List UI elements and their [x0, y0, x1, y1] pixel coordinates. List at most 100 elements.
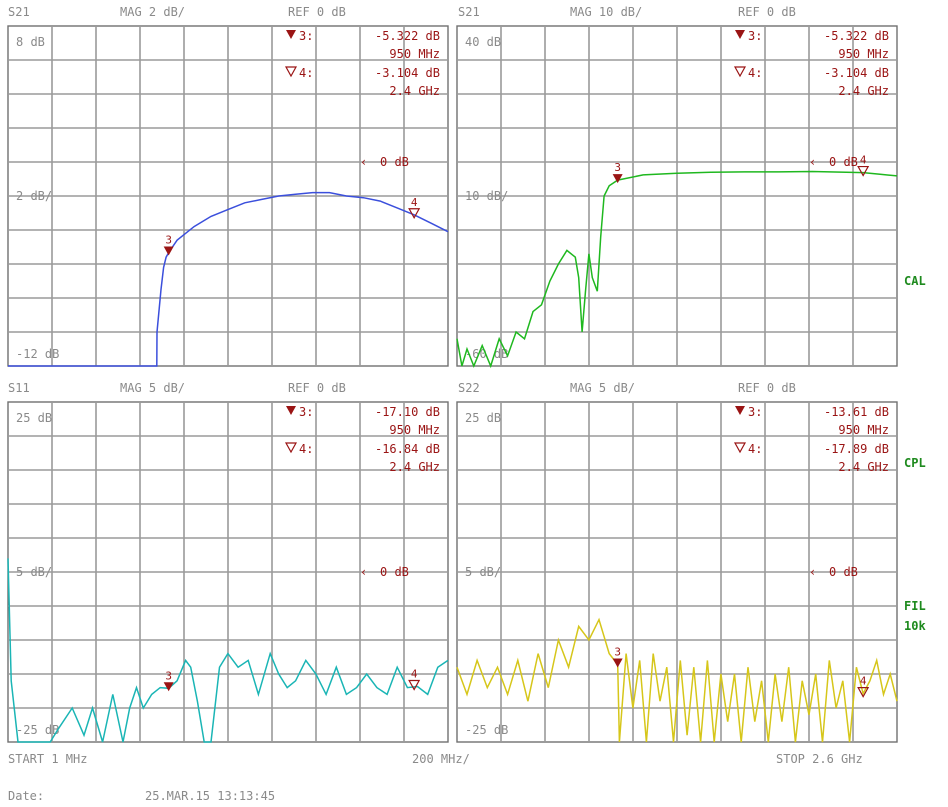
- trace-line: [456, 170, 898, 369]
- header-param: S21: [458, 5, 480, 19]
- trace-marker-number: 3: [165, 233, 172, 246]
- trace-line: [7, 558, 449, 743]
- marker-readout-frequency: 950 MHz: [389, 423, 440, 437]
- top-scale-label: 25 dB: [465, 411, 501, 425]
- header-s21-mag2: S21 MAG 2 dB/ REF 0 dB: [8, 5, 346, 19]
- trace-marker-number: 3: [614, 646, 621, 659]
- trace-marker-number: 3: [614, 161, 621, 174]
- trace-marker: [163, 682, 174, 692]
- reference-level-label: 0 dB: [380, 155, 409, 169]
- marker-readout-frequency: 2.4 GHz: [389, 84, 440, 98]
- marker-readout-id: 3:: [299, 405, 313, 419]
- marker-readout-id: 3:: [299, 29, 313, 43]
- trace-line: [8, 191, 449, 367]
- trace-marker: [408, 208, 421, 220]
- trace-marker: [857, 687, 870, 698]
- marker-triangle-icon: [286, 406, 296, 415]
- marker-readout-value: -13.61 dB: [824, 405, 889, 419]
- trace-marker: [163, 246, 174, 256]
- division-label: 5 dB/: [465, 565, 501, 579]
- reference-level-label: 0 dB: [829, 565, 858, 579]
- header-param: S11: [8, 381, 30, 395]
- trace-marker-number: 4: [860, 154, 867, 167]
- marker-readout-id: 4:: [299, 442, 313, 456]
- marker-readout-frequency: 2.4 GHz: [838, 460, 889, 474]
- marker-readout-frequency: 950 MHz: [838, 423, 889, 437]
- marker-readout-id: 4:: [748, 66, 762, 80]
- header-scale: MAG 10 dB/: [570, 5, 642, 19]
- trace-marker-number: 4: [411, 196, 418, 209]
- plot-s22: 25 dB 5 dB/ -25 dB ‹ 0 dB 3: -13.61 dB 950 MHz 4…: [456, 401, 898, 743]
- marker-readout-id: 4:: [299, 66, 313, 80]
- cpl-label: CPL: [904, 456, 926, 470]
- marker-readout-frequency: 950 MHz: [389, 47, 440, 61]
- start-frequency: START 1 MHz: [8, 752, 87, 766]
- reference-arrow-icon: ‹: [360, 155, 367, 169]
- header-s11: S11 MAG 5 dB/ REF 0 dB: [8, 381, 346, 395]
- marker-readout-frequency: 2.4 GHz: [838, 84, 889, 98]
- trace-marker: [408, 679, 421, 691]
- header-scale: MAG 5 dB/: [570, 381, 635, 395]
- marker-triangle-icon: [735, 406, 745, 415]
- bottom-scale-label: -25 dB: [16, 723, 59, 737]
- top-scale-label: 8 dB: [16, 35, 45, 49]
- trace-marker-number: 3: [165, 669, 172, 682]
- marker-readout-value: -16.84 dB: [375, 442, 440, 456]
- marker-readout-value: -5.322 dB: [824, 29, 889, 43]
- marker-triangle-icon: [733, 442, 747, 454]
- trace-marker: [612, 658, 623, 668]
- header-ref: REF 0 dB: [288, 5, 346, 19]
- marker-readout-frequency: 950 MHz: [838, 47, 889, 61]
- trace-marker: [857, 165, 870, 177]
- marker-readout-id: 4:: [748, 442, 762, 456]
- reference-level-label: 0 dB: [829, 155, 858, 169]
- header-s22: S22 MAG 5 dB/ REF 0 dB: [458, 381, 796, 395]
- date-label: Date:: [8, 789, 44, 803]
- cal-label: CAL: [904, 274, 926, 288]
- header-param: S22: [458, 381, 480, 395]
- marker-readout-value: -5.322 dB: [375, 29, 440, 43]
- top-scale-label: 25 dB: [16, 411, 52, 425]
- reference-level-label: 0 dB: [380, 565, 409, 579]
- trace-marker-number: 4: [411, 668, 418, 681]
- header-ref: REF 0 dB: [738, 381, 796, 395]
- header-s21-mag10: S21 MAG 10 dB/ REF 0 dB: [458, 5, 796, 19]
- marker-readout-value: -17.10 dB: [375, 405, 440, 419]
- top-scale-label: 40 dB: [465, 35, 501, 49]
- plot-s11: 25 dB 5 dB/ -25 dB ‹ 0 dB 3: -17.10 dB 950 MHz 4…: [7, 401, 449, 743]
- marker-triangle-icon: [735, 30, 745, 39]
- marker-readout-value: -3.104 dB: [824, 66, 889, 80]
- marker-readout-id: 3:: [748, 29, 762, 43]
- marker-readout-value: -3.104 dB: [375, 66, 440, 80]
- plot-s21-mag2: 8 dB 2 dB/ -12 dB ‹ 0 dB 3: -5.322 dB 950 MHz 4:…: [7, 25, 449, 367]
- trace-marker: [612, 174, 623, 184]
- header-scale: MAG 5 dB/: [120, 381, 185, 395]
- trace-line: [456, 617, 898, 743]
- trace-marker-number: 4: [860, 675, 867, 688]
- reference-arrow-icon: ‹: [809, 565, 816, 579]
- division-label: 10 dB/: [465, 189, 508, 203]
- marker-triangle-icon: [286, 30, 296, 39]
- reference-arrow-icon: ‹: [809, 155, 816, 169]
- frequency-per-div: 200 MHz/: [412, 752, 470, 766]
- marker-triangle-icon: [284, 442, 298, 454]
- header-ref: REF 0 dB: [288, 381, 346, 395]
- marker-readout-id: 3:: [748, 405, 762, 419]
- fil-bw-label: 10k: [904, 619, 926, 633]
- reference-arrow-icon: ‹: [360, 565, 367, 579]
- bottom-scale-label: -60 dB: [465, 347, 508, 361]
- fil-label: FIL: [904, 599, 926, 613]
- header-ref: REF 0 dB: [738, 5, 796, 19]
- bottom-scale-label: -12 dB: [16, 347, 59, 361]
- stop-frequency: STOP 2.6 GHz: [776, 752, 863, 766]
- header-scale: MAG 2 dB/: [120, 5, 185, 19]
- marker-triangle-icon: [284, 66, 298, 78]
- date-value: 25.MAR.15 13:13:45: [145, 789, 275, 803]
- marker-triangle-icon: [733, 66, 747, 78]
- header-param: S21: [8, 5, 30, 19]
- division-label: 5 dB/: [16, 565, 52, 579]
- bottom-scale-label: -25 dB: [465, 723, 508, 737]
- division-label: 2 dB/: [16, 189, 52, 203]
- marker-readout-frequency: 2.4 GHz: [389, 460, 440, 474]
